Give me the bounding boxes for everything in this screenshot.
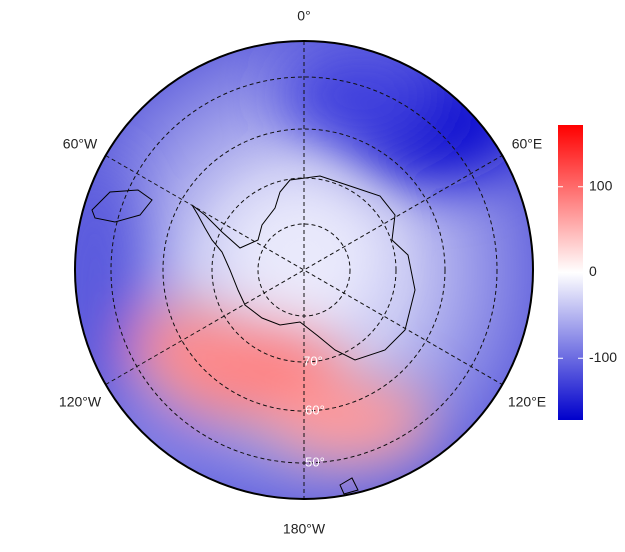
colorbar-tick-label: 0 xyxy=(589,263,597,279)
meridian-label: 120°W xyxy=(59,394,102,410)
field xyxy=(75,41,533,499)
graticule xyxy=(105,41,503,499)
meridian-label: 0° xyxy=(297,8,310,24)
colorbar: -100 0 100 xyxy=(558,125,617,420)
meridian-label: 180°W xyxy=(283,521,326,537)
meridian-label: 60°W xyxy=(63,136,98,152)
island xyxy=(339,477,359,495)
colorbar-tick-label: -100 xyxy=(589,349,617,365)
south-america-tip xyxy=(91,189,153,223)
map-border xyxy=(74,40,534,500)
meridian-label: 120°E xyxy=(508,394,546,410)
colorbar-tick-label: 100 xyxy=(589,177,613,193)
parallel-label: 60° xyxy=(305,402,325,417)
meridian-label: 60°E xyxy=(512,136,543,152)
parallel-label: 70° xyxy=(303,353,323,368)
antarctica-outline xyxy=(191,175,416,361)
parallel-label: 50° xyxy=(305,454,325,469)
